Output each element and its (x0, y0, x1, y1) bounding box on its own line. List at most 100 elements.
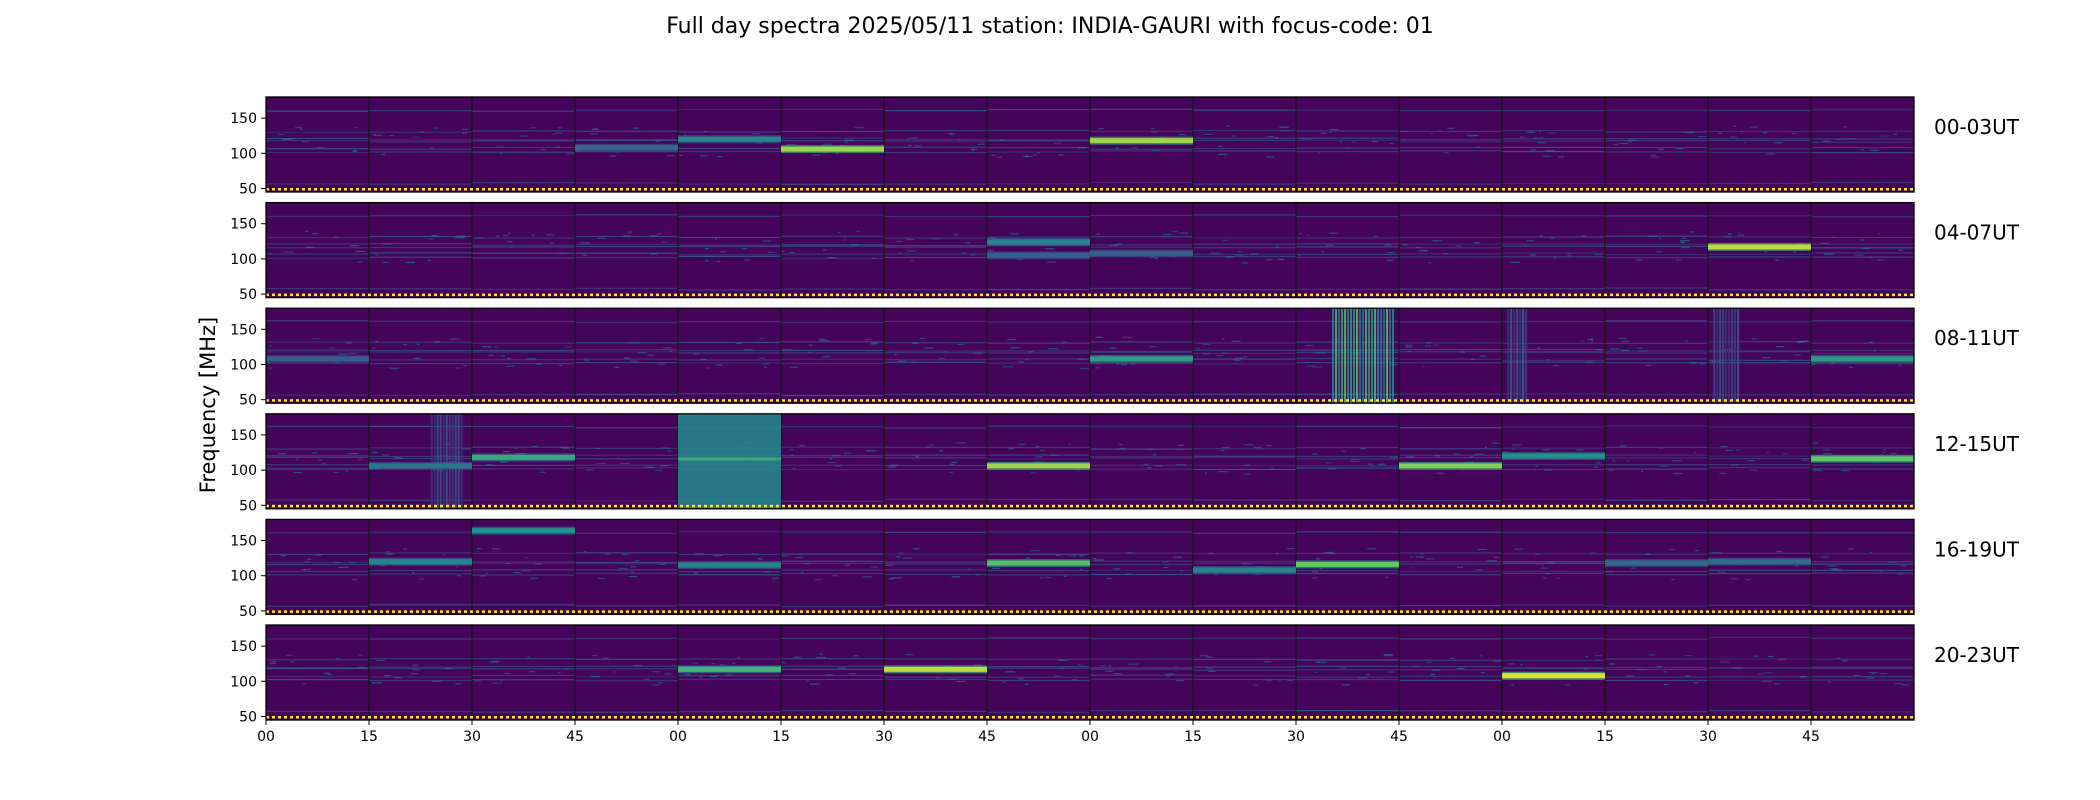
baseline-dot (1718, 293, 1721, 297)
speckle (1286, 547, 1295, 550)
speckle (1019, 443, 1026, 446)
baseline-dot (368, 188, 371, 191)
rfi-line (781, 637, 884, 639)
baseline-dot (1268, 610, 1271, 613)
baseline-dot (1076, 293, 1079, 297)
baseline-dot (932, 504, 935, 508)
baseline-dot (644, 399, 647, 402)
baseline-dot (1394, 399, 1397, 402)
baseline-dot (1166, 399, 1169, 402)
rfi-line (1296, 425, 1399, 427)
rfi-line (987, 425, 1090, 427)
speckle (405, 261, 415, 264)
baseline-dot (608, 504, 611, 508)
baseline-dot (722, 504, 725, 508)
baseline-dot (1334, 188, 1337, 191)
rfi-line (1708, 253, 1811, 255)
baseline-dot (686, 504, 689, 508)
y-tick-label: 100 (230, 569, 257, 585)
baseline-dot (1562, 716, 1565, 719)
baseline-dot (314, 188, 317, 191)
chart-annotations: 1501005000-03UT1501005004-07UT1501005008… (230, 96, 2020, 745)
baseline-dot (812, 716, 815, 719)
rfi-line (1502, 468, 1605, 471)
baseline-dot (1124, 188, 1127, 191)
speckle (1859, 239, 1864, 241)
speckle (506, 357, 511, 359)
rfi-line (1605, 362, 1708, 364)
baseline-dot (1424, 610, 1427, 613)
rfi-line (1811, 256, 1914, 258)
spectrum-panel (781, 202, 884, 298)
baseline-dot (884, 716, 887, 719)
speckle (735, 343, 742, 345)
speckle (1587, 339, 1594, 341)
speckle (1581, 235, 1586, 237)
baseline-dot (1706, 188, 1709, 191)
baseline-dot (1886, 716, 1889, 719)
baseline-dot (1700, 610, 1703, 613)
baseline-dot (1874, 504, 1877, 508)
speckle (1898, 364, 1902, 366)
speckle (1564, 684, 1571, 686)
rfi-line (1811, 605, 1914, 607)
baseline-dot (1712, 610, 1715, 613)
rfi-line (266, 140, 369, 142)
baseline-dot (1346, 399, 1349, 402)
rfi-line (369, 573, 472, 575)
baseline-dot (632, 504, 635, 508)
rfi-line (781, 464, 884, 466)
baseline-dot (266, 610, 269, 613)
rfi-line (1193, 321, 1296, 323)
baseline-dot (1472, 399, 1475, 402)
rfi-line (987, 574, 1090, 576)
spectrum-panel (369, 625, 472, 720)
baseline-dot (338, 293, 341, 297)
burst-streak (1335, 308, 1338, 404)
baseline-dot (1088, 399, 1091, 402)
speckle (1317, 152, 1320, 154)
baseline-dot (1436, 504, 1439, 508)
baseline-dot (974, 293, 977, 297)
speckle (1491, 442, 1500, 444)
baseline-dot (1868, 716, 1871, 719)
speckle (527, 656, 531, 658)
rfi-line (987, 183, 1090, 185)
speckle (889, 577, 895, 580)
baseline-dot (860, 610, 863, 613)
baseline-dot (776, 504, 779, 508)
speckle (897, 360, 908, 362)
baseline-dot (1376, 610, 1379, 613)
baseline-dot (1148, 293, 1151, 297)
speckle (334, 236, 340, 238)
baseline-dot (674, 504, 677, 508)
rfi-line (1708, 351, 1811, 353)
baseline-dot (1286, 716, 1289, 719)
baseline-dot (386, 293, 389, 297)
baseline-dot (1904, 504, 1907, 508)
baseline-dot (770, 610, 773, 613)
rfi-line (266, 288, 369, 290)
baseline-dot (392, 293, 395, 297)
baseline-dot (1688, 716, 1691, 719)
baseline-dot (404, 399, 407, 402)
baseline-dot (1730, 293, 1733, 297)
baseline-dot (476, 293, 479, 297)
rfi-line (884, 139, 987, 141)
baseline-dot (1646, 293, 1649, 297)
baseline-dot (1274, 716, 1277, 719)
baseline-dot (1862, 610, 1865, 613)
speckle (1118, 447, 1126, 450)
speckle (455, 683, 461, 685)
baseline-dot (632, 188, 635, 191)
chart-title: Full day spectra 2025/05/11 station: IND… (666, 14, 1434, 39)
baseline-dot (1694, 504, 1697, 508)
baseline-dot (1598, 716, 1601, 719)
speckle (282, 138, 290, 141)
speckle (562, 447, 570, 449)
rfi-line (1399, 243, 1502, 245)
baseline-dot (1580, 716, 1583, 719)
speckle (1010, 233, 1020, 235)
baseline-dot (1604, 610, 1607, 613)
baseline-dot (1628, 293, 1631, 297)
